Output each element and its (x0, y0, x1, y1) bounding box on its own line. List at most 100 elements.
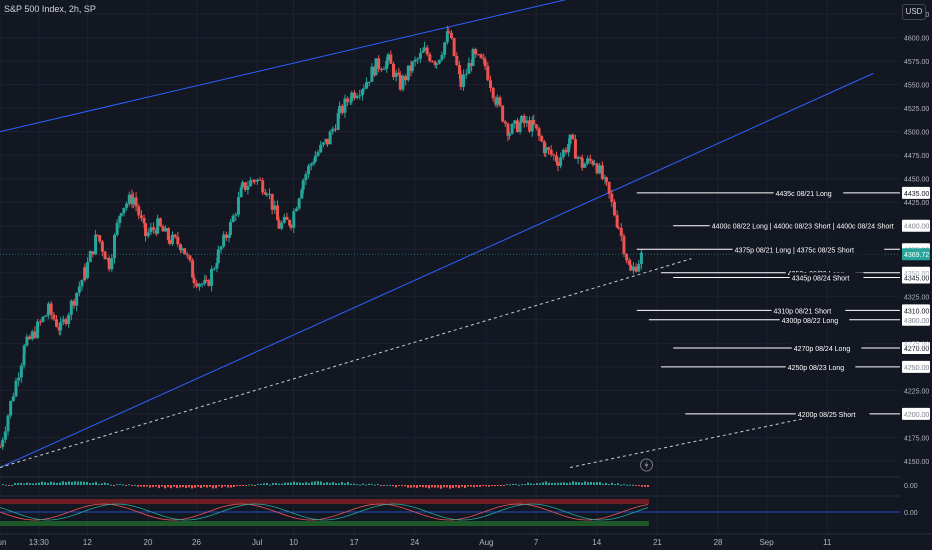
histogram-bar (563, 482, 565, 485)
histogram-bar (503, 485, 505, 486)
candle-body (313, 155, 317, 162)
histogram-bar (410, 485, 412, 488)
histogram-bar (470, 485, 472, 487)
histogram-bar (452, 485, 454, 489)
histogram-bar (5, 484, 7, 486)
candle-body (22, 353, 26, 366)
y-tick-label: 4450.00 (904, 177, 929, 184)
candle-body (610, 193, 614, 202)
candle-body (67, 314, 71, 324)
histogram-bar (134, 484, 136, 486)
histogram-bar (383, 485, 385, 486)
candle-body (203, 279, 207, 284)
candle-body (204, 279, 208, 281)
histogram-bar (617, 483, 619, 485)
candle-body (14, 380, 18, 397)
candle-body (540, 136, 544, 142)
candle-body (210, 269, 214, 286)
histogram-bar (38, 482, 40, 485)
candle-body (598, 165, 602, 174)
candle-body (255, 179, 259, 182)
candle-body (604, 177, 608, 182)
histogram-bar (41, 481, 43, 485)
chart-title: S&P 500 Index, 2h, SP (4, 4, 96, 14)
candle-body (103, 251, 107, 260)
candle-body (188, 255, 192, 261)
candle-body (200, 283, 204, 285)
level-label-bg (773, 187, 844, 198)
candle-body (236, 197, 240, 215)
histogram-bar (194, 485, 196, 488)
histogram-bar (146, 485, 148, 487)
candle-body (474, 49, 478, 55)
histogram-bar (317, 481, 319, 485)
histogram-bar (413, 485, 415, 488)
candle-body (309, 163, 313, 166)
histogram-bar (221, 485, 223, 488)
y-tick-label: 4250.00 (904, 365, 929, 372)
lightning-icon[interactable] (639, 458, 653, 472)
candle-body (86, 262, 90, 278)
histogram-bar (197, 485, 199, 487)
histogram-bar (638, 485, 640, 486)
candle-body (6, 415, 10, 432)
candle-body (561, 149, 565, 158)
time-axis[interactable]: Jun 13:30 12 20 26 Jul 10 17 24 Aug 7 14 21 28 Sep 11 (0, 533, 932, 547)
candle-body (41, 316, 45, 322)
last-price-tag: 4369.72 (904, 252, 929, 259)
candle-body (518, 122, 522, 132)
histogram-bar (620, 484, 622, 486)
level-label-bg (785, 361, 856, 372)
candle-body (164, 228, 168, 232)
candle-body (61, 319, 65, 323)
candle-body (331, 128, 335, 132)
candle-body (615, 215, 619, 228)
candle-body (227, 234, 231, 238)
histogram-bar (485, 485, 487, 487)
histogram-bar (401, 485, 403, 486)
histogram-bar (596, 482, 598, 485)
histogram-bar (329, 482, 331, 485)
candle-body (207, 280, 211, 286)
candle-body (197, 283, 201, 287)
histogram-bar (248, 484, 250, 486)
level-price-tag: 4270.00 (904, 346, 929, 353)
histogram-bar (500, 485, 502, 487)
histogram-bar (104, 482, 106, 485)
candle-body (498, 97, 502, 106)
candle-body (215, 263, 219, 269)
histogram-bar (209, 485, 211, 487)
candle-body (483, 59, 487, 67)
currency-button[interactable]: USD (902, 4, 926, 20)
candle-body (333, 128, 337, 130)
candle-body (564, 149, 568, 153)
histogram-bar (242, 485, 244, 486)
histogram-bar (326, 482, 328, 485)
y-tick-label: 4225.00 (904, 388, 929, 395)
level-label: 4300p 08/22 Long (782, 318, 839, 325)
x-tick-label: 14 (592, 538, 601, 547)
candle-body (276, 205, 280, 221)
candle-body (421, 50, 425, 53)
histogram-bar (224, 485, 226, 487)
candle-body (122, 207, 126, 214)
candle-body (307, 165, 311, 175)
candle-body (595, 163, 599, 174)
candle-body (567, 143, 571, 153)
candle-body (534, 124, 538, 129)
candle-body (445, 31, 449, 43)
histogram-bar (581, 482, 583, 485)
candle-body (631, 266, 635, 271)
x-tick-label: 21 (653, 538, 662, 547)
histogram-bar (152, 485, 154, 488)
y-tick-label: 4175.00 (904, 435, 929, 442)
histogram-bar (332, 482, 334, 485)
candle-body (185, 254, 189, 256)
histogram-bar (407, 485, 409, 488)
candle-body (482, 58, 486, 60)
candle-body (88, 251, 92, 263)
histogram-bar (179, 485, 181, 488)
candles (0, 25, 643, 450)
y-tick-label: 4500.00 (904, 130, 929, 137)
